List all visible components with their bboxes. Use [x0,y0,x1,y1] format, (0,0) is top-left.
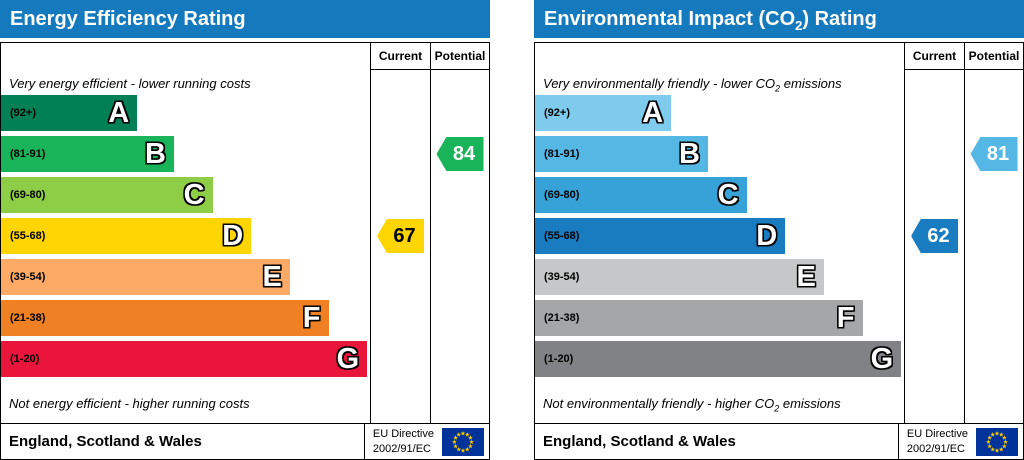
potential-rating-value: 84 [452,142,476,165]
region-label: England, Scotland & Wales [543,433,736,450]
band-range-label: (39-54) [544,271,580,283]
potential-column-header: Potential [431,43,489,70]
rating-band-C: (69-80) C [535,177,747,213]
top-note: Very energy efficient - lower running co… [9,76,367,94]
panel-footer: England, Scotland & Wales EU Directive 2… [534,423,1024,460]
directive-box: EU Directive 2002/91/EC [363,424,489,459]
rating-band-E: (39-54) E [535,259,824,295]
title-subscript: 2 [795,18,803,33]
current-column: Current 67 [370,43,430,423]
eu-directive-line2: 2002/91/EC [372,442,431,455]
rating-band-F: (21-38) F [535,300,863,336]
band-range-label: (92+) [10,107,36,119]
rating-band-B: (81-91) B [1,136,174,172]
current-rating-value: 67 [393,224,416,247]
bottom-note-text-end: emissions [779,396,841,412]
band-range-label: (69-80) [544,189,580,201]
top-note: Very environmentally friendly - lower CO… [543,76,901,94]
directive-box: EU Directive 2002/91/EC [897,424,1023,459]
rating-band-A: (92+) A [1,95,138,131]
title-text: Environmental Impact (CO [544,8,796,30]
eu-directive-line1: EU Directive [372,428,434,441]
eu-directive-line2: 2002/91/EC [906,442,965,455]
bottom-note: Not environmentally friendly - higher CO… [543,396,901,414]
region-label: England, Scotland & Wales [9,433,202,450]
band-range-label: (21-38) [544,312,580,324]
current-column-header: Current [371,43,430,70]
band-letter: D [222,219,244,252]
environmental-panel-title: Environmental Impact (CO2) Rating [534,0,1024,38]
top-note-text: Very environmentally friendly - lower CO [543,76,776,91]
eu-directive-label: EU Directive 2002/91/EC [373,427,434,456]
potential-rating-tag: 81 [970,137,1018,171]
current-rating-tag: 67 [377,219,424,253]
current-rating-value: 62 [927,224,950,247]
band-range-label: (92+) [544,107,570,119]
rating-band-D: (55-68) D [535,218,786,254]
band-range-label: (81-91) [10,148,46,160]
current-column: Current 62 [904,43,964,423]
rating-band-D: (55-68) D [1,218,252,254]
rating-scale-area: Very environmentally friendly - lower CO… [535,43,903,423]
band-letter: E [796,260,816,293]
band-letter: F [302,301,321,334]
band-range-label: (39-54) [10,271,46,283]
band-letter: F [836,301,855,334]
band-letter: A [108,96,130,129]
band-letter: G [870,342,894,375]
energy-panel-title: Energy Efficiency Rating [0,0,490,38]
band-letter: E [262,260,282,293]
current-rating-tag: 62 [911,219,958,253]
eu-flag-icon [976,427,1018,456]
band-letter: G [336,342,360,375]
eu-directive-label: EU Directive 2002/91/EC [907,427,968,456]
rating-band-A: (92+) A [535,95,672,131]
bottom-note: Not energy efficient - higher running co… [9,396,367,414]
band-range-label: (55-68) [544,230,580,242]
bottom-note-text: Not energy efficient - higher running co… [9,396,250,412]
potential-rating-value: 81 [986,142,1010,165]
potential-rating-tag: 84 [436,137,484,171]
band-range-label: (55-68) [10,230,46,242]
band-letter: B [679,137,700,170]
rating-band-G: (1-20) G [535,341,902,377]
potential-column-header: Potential [965,43,1023,70]
band-range-label: (69-80) [10,189,46,201]
rating-band-E: (39-54) E [1,259,290,295]
top-note-text-end: emissions [780,76,842,91]
rating-bars: (92+) A (81-91) B (69-80) C (55-68) D (39-54) E (2… [535,95,903,382]
rating-band-C: (69-80) C [1,177,213,213]
current-column-header: Current [905,43,964,70]
band-range-label: (1-20) [544,353,574,365]
rating-band-B: (81-91) B [535,136,708,172]
bottom-note-subscript: 2 [774,404,780,414]
eu-flag-icon [442,427,484,456]
panel-footer: England, Scotland & Wales EU Directive 2… [0,423,490,460]
band-range-label: (81-91) [544,148,580,160]
rating-bars: (92+) A (81-91) B (69-80) C (55-68) D (39-54) E (2… [1,95,369,382]
top-note-subscript: 2 [775,83,781,94]
environmental-rating-table: Very environmentally friendly - lower CO… [534,42,1024,424]
band-range-label: (1-20) [10,353,40,365]
title-text: Energy Efficiency Rating [10,8,246,30]
title-text-end: ) Rating [802,8,877,30]
band-letter: B [145,137,166,170]
band-letter: C [183,178,205,211]
band-letter: A [642,96,664,129]
bottom-note-text: Not environmentally friendly - higher CO [543,396,775,412]
environmental-impact-panel: Environmental Impact (CO2) Rating Very e… [534,0,1024,460]
band-letter: D [756,219,778,252]
eu-directive-line1: EU Directive [906,428,968,441]
band-range-label: (21-38) [10,312,46,324]
rating-band-G: (1-20) G [1,341,368,377]
top-note-text: Very energy efficient - lower running co… [9,76,251,91]
energy-efficiency-panel: Energy Efficiency Rating Very energy eff… [0,0,490,460]
energy-rating-table: Very energy efficient - lower running co… [0,42,490,424]
rating-scale-area: Very energy efficient - lower running co… [1,43,369,423]
band-letter: C [717,178,739,211]
potential-column: Potential 81 [964,43,1023,423]
rating-band-F: (21-38) F [1,300,329,336]
potential-column: Potential 84 [430,43,489,423]
